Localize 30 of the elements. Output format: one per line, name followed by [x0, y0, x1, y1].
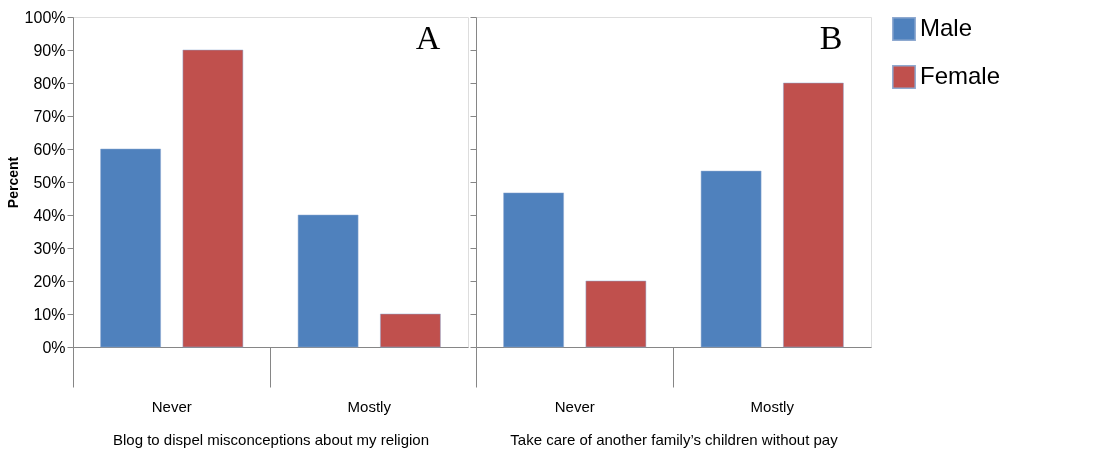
legend-label: Male: [920, 14, 973, 41]
annotation: B: [819, 19, 843, 56]
annotation: A: [415, 19, 441, 56]
y-axis-title: Percent: [4, 156, 21, 209]
legend-label: Female: [920, 62, 1001, 89]
y-tick-label: 90%: [33, 41, 66, 59]
x-tick-label: Mostly: [347, 397, 392, 415]
y-tick-label: 50%: [33, 173, 66, 191]
y-tick-label: 70%: [33, 107, 66, 125]
bar: [503, 192, 564, 348]
bar: [585, 280, 647, 348]
x-axis-title: Blog to dispel misconceptions about my religion: [112, 430, 430, 448]
x-tick-label: Never: [151, 397, 192, 415]
y-tick-label: 0%: [42, 338, 66, 356]
bar: [380, 313, 441, 348]
y-tick-label: 10%: [33, 305, 66, 323]
y-tick-label: 80%: [33, 74, 66, 92]
x-axis-title: Take care of another family’s children without pay: [510, 430, 839, 448]
bar: [783, 82, 844, 348]
y-tick-label: 30%: [33, 239, 66, 257]
bar: [297, 214, 359, 348]
y-tick-label: 60%: [33, 140, 66, 158]
x-tick-label: Mostly: [750, 397, 795, 415]
bar: [182, 49, 244, 348]
y-tick-label: 20%: [33, 272, 66, 290]
bar: [100, 148, 161, 348]
x-tick-label: Never: [554, 397, 595, 415]
y-tick-label: 100%: [24, 8, 66, 26]
y-tick-label: 40%: [33, 206, 66, 224]
bar: [700, 170, 762, 348]
